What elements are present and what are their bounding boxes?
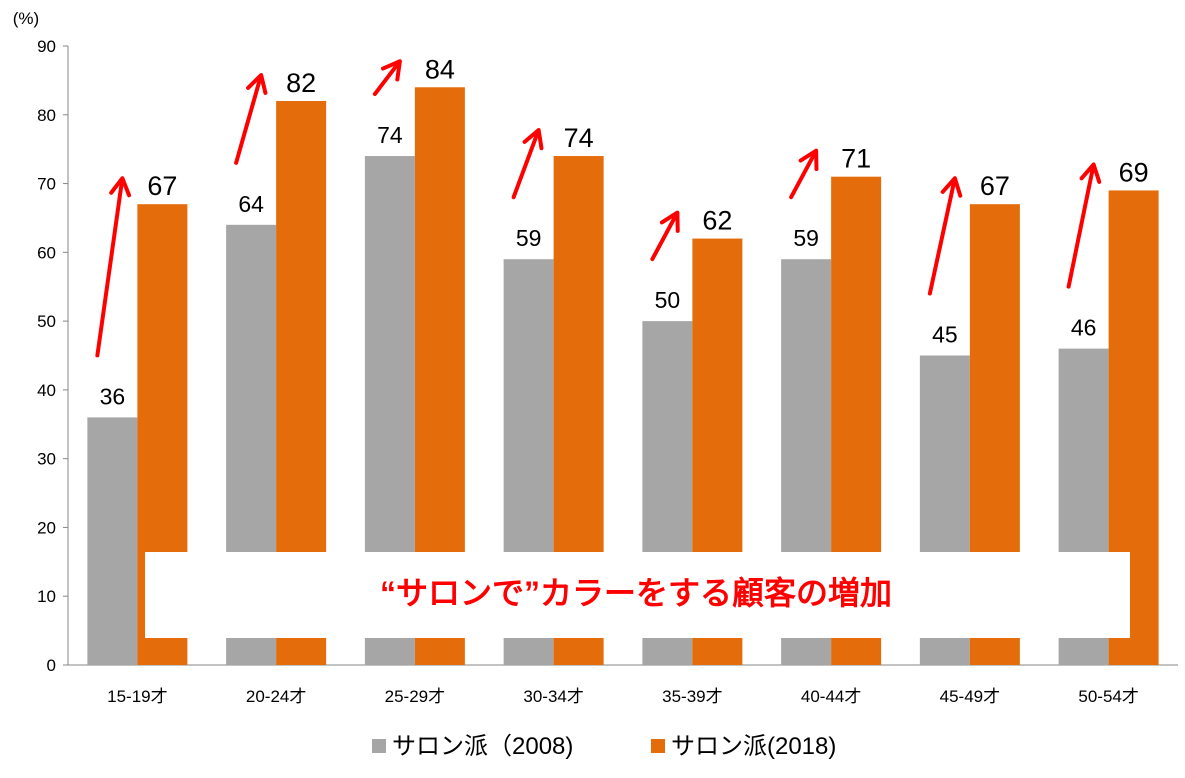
y-tick-label: 90 (37, 37, 56, 56)
y-axis-unit-label: (%) (13, 9, 39, 28)
data-label-2008: 36 (100, 383, 126, 409)
x-tick-label: 40-44才 (801, 687, 861, 706)
data-label-2018: 84 (425, 54, 455, 84)
data-label-2018: 67 (980, 171, 1010, 201)
x-tick-label: 15-19才 (107, 687, 167, 706)
y-tick-label: 30 (37, 450, 56, 469)
x-tick-label: 30-34才 (523, 687, 583, 706)
y-tick-label: 0 (47, 656, 56, 675)
increase-arrow (927, 176, 963, 296)
increase-arrow (1066, 162, 1102, 289)
data-label-2018: 74 (564, 123, 594, 153)
data-labels: 36 67 64 82 74 84 59 74 50 62 59 71 45 67 46 69 (100, 54, 1149, 409)
y-tick-label: 40 (37, 381, 56, 400)
legend-label-2008: サロン派（2008) (392, 733, 573, 760)
y-tick-label: 60 (37, 243, 56, 262)
data-label-2008: 59 (516, 225, 542, 251)
increase-arrow (650, 210, 680, 262)
data-label-2008: 59 (793, 225, 819, 251)
y-tick-label: 10 (37, 587, 56, 606)
increase-arrow (789, 148, 819, 200)
x-tick-label: 45-49才 (940, 687, 1000, 706)
x-tick-label: 35-39才 (662, 687, 722, 706)
data-label-2018: 71 (841, 144, 871, 174)
data-label-2018: 69 (1119, 157, 1149, 187)
data-label-2018: 67 (147, 171, 177, 201)
increase-arrows (95, 59, 1102, 358)
legend-swatch-2018 (651, 739, 665, 753)
annotation-text: “サロンで”カラーをする顧客の増加 (380, 575, 892, 611)
axes: 0 10 20 30 40 50 60 70 80 90 15-19才 20-24才 25-29才 30-… (37, 37, 1178, 706)
data-label-2008: 74 (377, 122, 403, 148)
data-label-2018: 62 (702, 206, 732, 236)
data-label-2008: 50 (655, 287, 681, 313)
increase-arrow (234, 73, 268, 165)
data-label-2008: 45 (932, 322, 958, 348)
y-tick-label: 80 (37, 106, 56, 125)
legend-label-2018: サロン派(2018) (671, 733, 836, 760)
increase-arrow (372, 59, 402, 97)
annotation-box (145, 552, 1130, 638)
legend: サロン派（2008) サロン派(2018) (372, 733, 836, 760)
annotation-banner: “サロンで”カラーをする顧客の増加 (145, 552, 1130, 638)
y-tick-label: 20 (37, 518, 56, 537)
data-label-2008: 64 (238, 191, 264, 217)
increase-arrow (95, 176, 132, 358)
legend-swatch-2008 (372, 739, 386, 753)
increase-arrow (511, 128, 544, 200)
y-tick-label: 70 (37, 175, 56, 194)
x-tick-label: 25-29才 (385, 687, 445, 706)
data-label-2008: 46 (1071, 315, 1097, 341)
x-tick-label: 50-54才 (1078, 687, 1138, 706)
data-label-2018: 82 (286, 68, 316, 98)
y-tick-label: 50 (37, 312, 56, 331)
bar-2008 (87, 417, 138, 665)
x-tick-label: 20-24才 (246, 687, 306, 706)
